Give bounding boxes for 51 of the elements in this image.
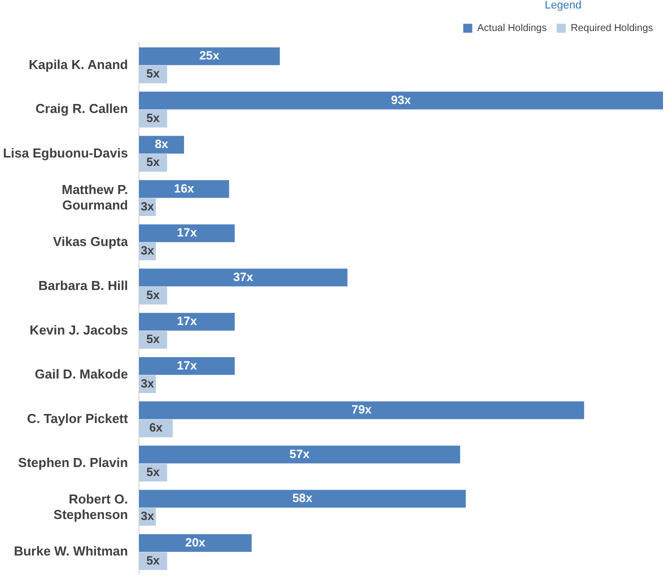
data-label: 3x <box>140 509 154 524</box>
legend-label: Actual Holdings <box>477 22 547 34</box>
y-tick-label: Matthew P. Gourmand <box>62 182 128 212</box>
y-tick-label: C. Taylor Pickett <box>27 410 129 426</box>
bar <box>138 357 235 375</box>
data-label: 20x <box>185 535 206 550</box>
data-label: 3x <box>140 199 154 214</box>
data-label: 5x <box>146 155 160 170</box>
data-label: 3x <box>140 244 154 258</box>
bar <box>138 534 252 552</box>
y-tick-label: Barbara B. Hill <box>38 278 128 294</box>
y-tick-label: Lisa Egbuonu-Davis <box>2 145 128 160</box>
y-tick-label: Stephen D. Plavin <box>18 455 128 470</box>
bar <box>138 312 235 331</box>
data-label: 58x <box>292 491 313 506</box>
legend-label: Required Holdings <box>570 22 654 34</box>
y-tick-label: Vikas Gupta <box>53 234 129 249</box>
data-label: 16x <box>174 181 194 196</box>
data-label: 5x <box>146 110 160 125</box>
data-label: 17x <box>176 314 198 328</box>
data-label: 17x <box>176 358 198 372</box>
data-label: 6x <box>149 420 163 435</box>
bar <box>138 268 348 286</box>
bar <box>138 401 584 420</box>
bar <box>138 180 230 198</box>
y-tick-label: Kevin J. Jacobs <box>30 322 128 338</box>
data-label: 37x <box>233 270 254 284</box>
bar <box>138 224 235 242</box>
data-label: 5x <box>146 553 160 568</box>
y-tick-label: Robert O. Stephenson <box>54 492 128 522</box>
legend-title: Legend <box>544 0 582 12</box>
data-label: 57x <box>290 446 310 461</box>
bar <box>138 490 466 508</box>
bar <box>138 420 173 438</box>
data-label: 5x <box>146 464 160 479</box>
data-label: 5x <box>146 288 160 302</box>
data-label: 8x <box>154 137 168 152</box>
bar <box>138 47 280 66</box>
y-tick-label: Kapila K. Anand <box>28 56 128 72</box>
y-tick-label: Gail D. Makode <box>34 366 128 382</box>
bar <box>138 446 460 464</box>
bar <box>138 92 663 110</box>
data-label: 5x <box>146 332 160 346</box>
data-label: 17x <box>176 226 198 240</box>
data-label: 25x <box>199 48 220 63</box>
y-tick-label: Burke W. Whitman <box>14 544 128 559</box>
data-label: 93x <box>390 92 412 107</box>
data-label: 5x <box>146 66 160 81</box>
data-label: 3x <box>140 376 154 390</box>
y-tick-label: Craig R. Callen <box>35 101 128 116</box>
data-label: 79x <box>352 402 372 417</box>
